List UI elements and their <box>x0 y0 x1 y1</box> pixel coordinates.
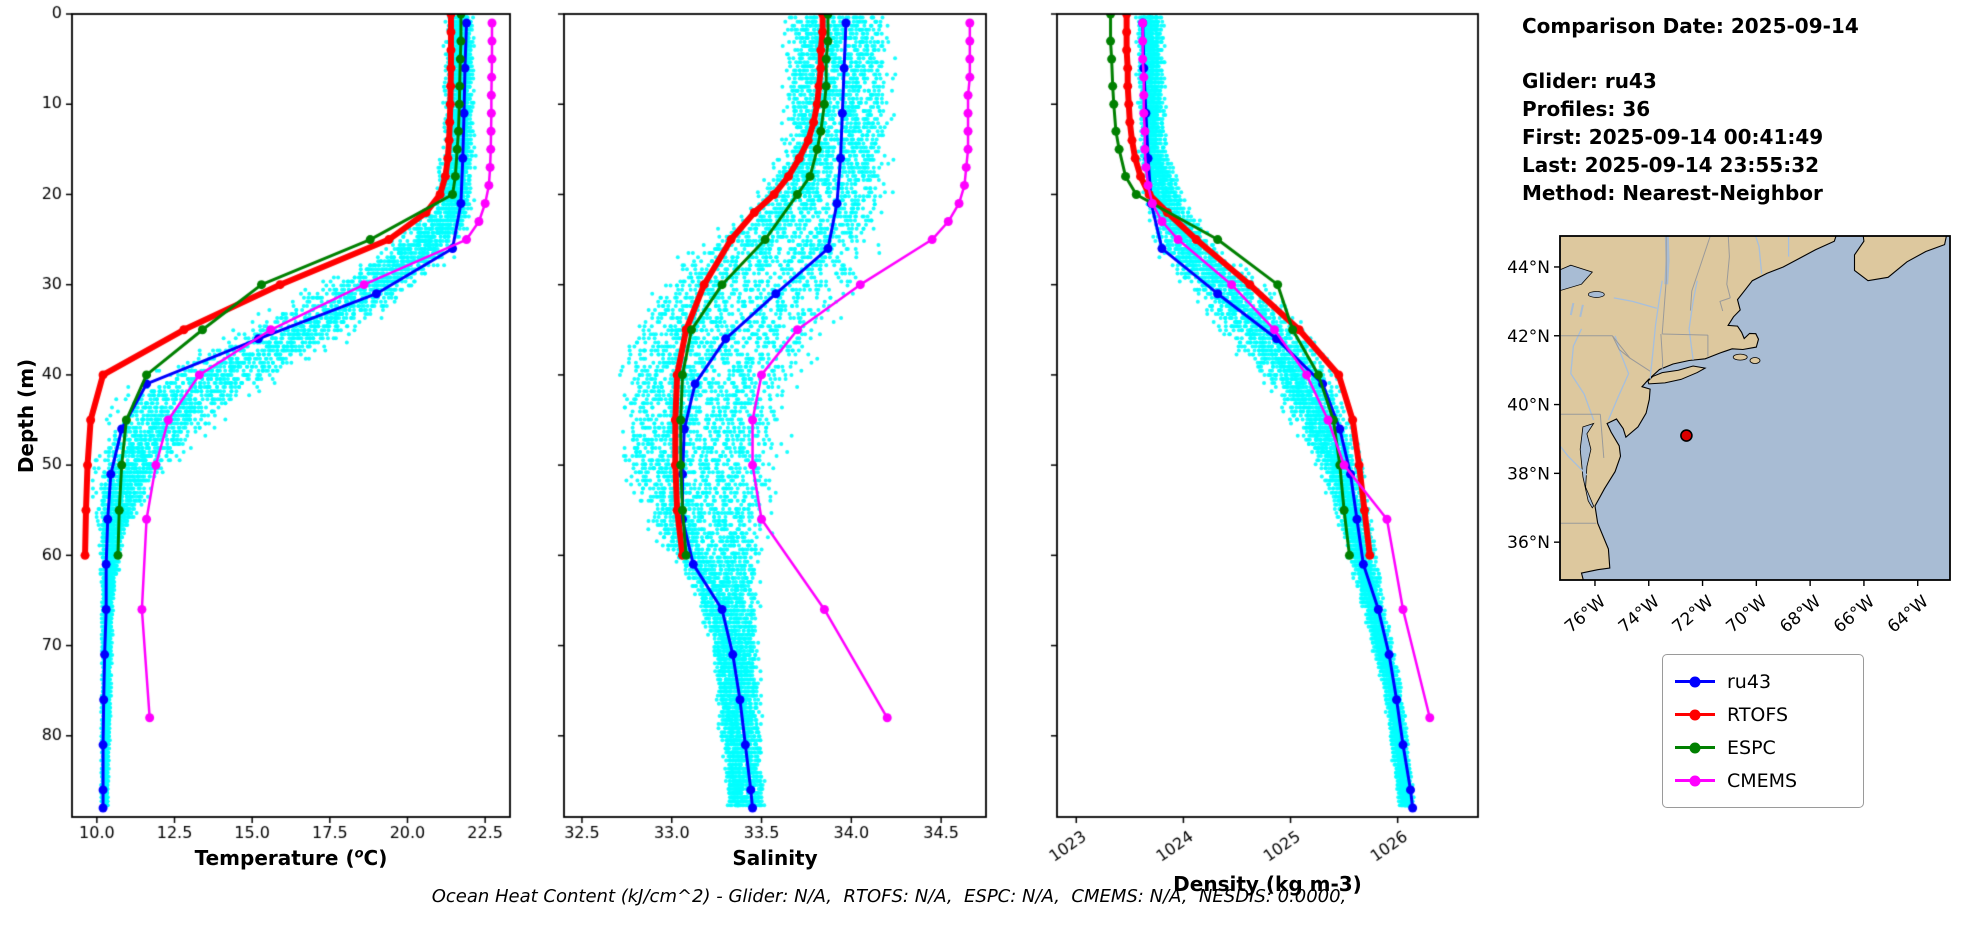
depth-axis-label: Depth (m) <box>14 358 38 474</box>
map-lon-tick-label: 64°W <box>1884 592 1933 632</box>
cmems-marker-icon <box>1689 775 1701 786</box>
rtofs-marker-icon <box>1689 709 1701 720</box>
state-border <box>1689 236 1711 311</box>
map-lat-tick-label: 40°N <box>1507 396 1550 416</box>
mainland <box>1560 236 1837 580</box>
temperature-axis-label: Temperature (oC) <box>72 846 510 870</box>
map-lat-tick-label: 42°N <box>1507 327 1550 347</box>
info-line-method: Method: Nearest-Neighbor <box>1522 181 1823 205</box>
lake-ontario <box>1560 264 1594 292</box>
map-lat-tick-label: 36°N <box>1507 533 1550 553</box>
density-axis-label: Density (kg m-3) <box>1173 872 1362 896</box>
map-frame <box>1559 235 1951 581</box>
river <box>1560 444 1588 476</box>
state-border <box>1719 297 1731 312</box>
legend-item-espc: ESPC <box>1675 731 1851 764</box>
info-line-profiles: Profiles: 36 <box>1522 97 1651 121</box>
river <box>1688 280 1698 360</box>
state-border <box>1611 335 1631 359</box>
chesapeake-bay <box>1579 422 1595 509</box>
legend-label-cmems: CMEMS <box>1727 769 1798 792</box>
cmems-line-sample <box>1675 775 1715 786</box>
comparison-info-block: Comparison Date: 2025-09-14 Glider: ru43… <box>1522 12 1859 207</box>
state-border <box>1660 333 1664 370</box>
salinity-axis-label: Salinity <box>732 846 818 870</box>
temperature-axis-label-unit: C) <box>363 846 388 870</box>
state-border <box>1662 333 1708 336</box>
ru43-line-sample <box>1675 676 1715 687</box>
info-line-first: First: 2025-09-14 00:41:49 <box>1522 125 1824 149</box>
temperature-axis-label-text: Temperature ( <box>194 846 355 870</box>
river <box>1570 328 1595 421</box>
river <box>1649 280 1663 379</box>
profile-plots-canvas <box>0 0 1500 934</box>
river <box>1613 297 1657 309</box>
espc-marker-icon <box>1689 742 1701 753</box>
nova-scotia <box>1853 236 1947 282</box>
river <box>1607 335 1630 421</box>
ocean-heat-content-caption: Ocean Heat Content (kJ/cm^2) - Glider: N… <box>431 886 1347 907</box>
river <box>1754 236 1763 274</box>
legend: ru43 RTOFS ESPC CMEMS <box>1662 654 1864 808</box>
location-map: 76°W 74°W 72°W 70°W 68°W 66°W 64°W 44°N 42°N 40°N… <box>1507 235 1951 632</box>
map-lon-tick-label: 70°W <box>1722 592 1771 632</box>
comparison-date: Comparison Date: 2025-09-14 <box>1522 14 1859 38</box>
long-island <box>1647 365 1707 385</box>
info-line-last: Last: 2025-09-14 23:55:32 <box>1522 153 1820 177</box>
legend-label-ru43: ru43 <box>1727 670 1772 693</box>
map-lat-tick-label: 38°N <box>1507 464 1550 484</box>
legend-label-rtofs: RTOFS <box>1727 703 1789 726</box>
map-lon-tick-label: 74°W <box>1615 592 1664 632</box>
degree-superscript: o <box>354 846 364 862</box>
glider-location-marker <box>1680 429 1693 442</box>
legend-item-rtofs: RTOFS <box>1675 698 1851 731</box>
legend-item-ru43: ru43 <box>1675 665 1851 698</box>
espc-line-sample <box>1675 742 1715 753</box>
rtofs-line-sample <box>1675 709 1715 720</box>
state-border <box>1661 236 1667 335</box>
map-lon-tick-label: 68°W <box>1776 592 1825 632</box>
state-border <box>1726 236 1731 299</box>
map-lon-tick-label: 76°W <box>1561 592 1610 632</box>
map-lon-tick-label: 72°W <box>1669 592 1718 632</box>
map-land-layer <box>1560 236 1947 580</box>
info-line-glider: Glider: ru43 <box>1522 69 1657 93</box>
legend-label-espc: ESPC <box>1727 736 1776 759</box>
map-lon-tick-label: 66°W <box>1830 592 1879 632</box>
legend-item-cmems: CMEMS <box>1675 764 1851 797</box>
map-lat-tick-label: 44°N <box>1507 258 1550 278</box>
state-border <box>1612 335 1651 372</box>
ru43-marker-icon <box>1689 676 1701 687</box>
state-border <box>1599 414 1605 458</box>
